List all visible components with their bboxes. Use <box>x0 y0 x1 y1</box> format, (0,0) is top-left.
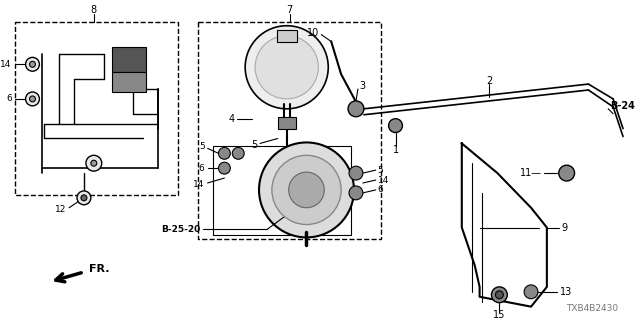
Circle shape <box>255 36 318 99</box>
Text: 2: 2 <box>486 76 493 86</box>
Circle shape <box>388 119 403 132</box>
Circle shape <box>524 285 538 299</box>
Text: 10: 10 <box>307 28 319 38</box>
Text: 14: 14 <box>1 60 12 69</box>
Text: 12: 12 <box>55 205 66 214</box>
Circle shape <box>218 162 230 174</box>
Text: 1: 1 <box>392 145 399 155</box>
Circle shape <box>492 287 508 303</box>
Text: 14: 14 <box>378 176 389 185</box>
Text: 6: 6 <box>199 164 205 173</box>
Text: 5: 5 <box>378 166 383 175</box>
Text: 5: 5 <box>251 140 257 150</box>
Text: TXB4B2430: TXB4B2430 <box>566 304 618 313</box>
Circle shape <box>349 186 363 200</box>
Text: 11—: 11— <box>520 168 542 178</box>
Bar <box>212 146 351 236</box>
Circle shape <box>29 96 35 102</box>
Text: 15: 15 <box>493 309 506 320</box>
Circle shape <box>91 160 97 166</box>
Text: 13: 13 <box>560 287 572 297</box>
Circle shape <box>245 26 328 109</box>
Bar <box>111 72 147 92</box>
Circle shape <box>26 92 40 106</box>
Text: B-24: B-24 <box>610 101 635 111</box>
Bar <box>198 22 381 239</box>
Circle shape <box>81 195 87 201</box>
Circle shape <box>495 291 503 299</box>
Circle shape <box>77 191 91 205</box>
Text: 8: 8 <box>91 5 97 15</box>
Circle shape <box>26 57 40 71</box>
Circle shape <box>272 155 341 225</box>
Text: 6: 6 <box>378 185 383 195</box>
Bar <box>111 47 147 72</box>
Circle shape <box>349 166 363 180</box>
Circle shape <box>29 61 35 67</box>
Circle shape <box>86 155 102 171</box>
Text: 3: 3 <box>359 81 365 91</box>
Text: 7: 7 <box>287 5 293 15</box>
Bar <box>15 22 178 195</box>
Text: B-25-20: B-25-20 <box>161 225 201 234</box>
Text: 4: 4 <box>228 114 234 124</box>
Text: FR.: FR. <box>89 264 109 274</box>
Circle shape <box>218 148 230 159</box>
Text: 14: 14 <box>193 180 205 189</box>
Text: 9: 9 <box>562 222 568 233</box>
Circle shape <box>259 142 354 237</box>
Text: 6: 6 <box>6 94 12 103</box>
Circle shape <box>232 148 244 159</box>
Bar <box>277 30 296 42</box>
Bar <box>278 117 296 129</box>
Circle shape <box>559 165 575 181</box>
Text: 5: 5 <box>199 142 205 151</box>
Circle shape <box>289 172 324 208</box>
Circle shape <box>348 101 364 117</box>
